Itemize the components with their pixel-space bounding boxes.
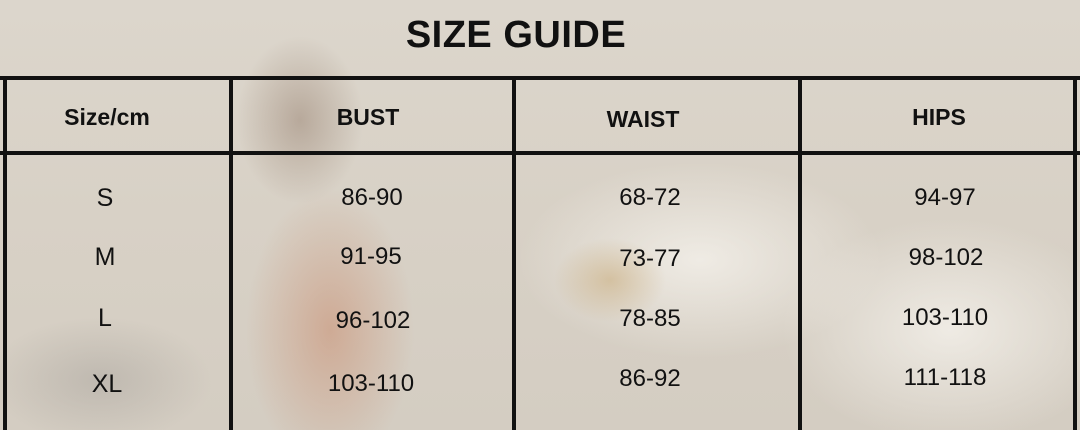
hips-cell: 111-118 [903, 364, 987, 391]
header-divider [0, 151, 1080, 155]
hips-cell: 94-97 [914, 184, 976, 211]
header-waist: WAIST [606, 106, 680, 132]
column-divider [512, 77, 516, 430]
column-divider [798, 77, 802, 430]
waist-cell: 68-72 [619, 184, 681, 211]
table-border-top [0, 76, 1080, 80]
size-cell: M [94, 243, 116, 271]
page-title: SIZE GUIDE [405, 14, 627, 56]
bust-cell: 103-110 [327, 370, 415, 397]
header-size: Size/cm [64, 104, 150, 130]
size-cell: S [96, 184, 114, 212]
column-divider [1073, 77, 1077, 430]
hips-cell: 103-110 [901, 304, 989, 331]
column-divider [229, 77, 233, 430]
waist-cell: 86-92 [619, 365, 681, 392]
column-divider [3, 77, 7, 430]
bust-cell: 86-90 [341, 184, 403, 211]
hips-cell: 98-102 [908, 244, 984, 271]
header-hips: HIPS [912, 104, 966, 130]
size-cell: L [98, 304, 112, 332]
header-bust: BUST [336, 104, 400, 130]
waist-cell: 73-77 [619, 245, 681, 272]
waist-cell: 78-85 [619, 305, 681, 332]
bust-cell: 96-102 [335, 307, 411, 334]
size-cell: XL [91, 370, 123, 398]
bust-cell: 91-95 [340, 243, 402, 270]
